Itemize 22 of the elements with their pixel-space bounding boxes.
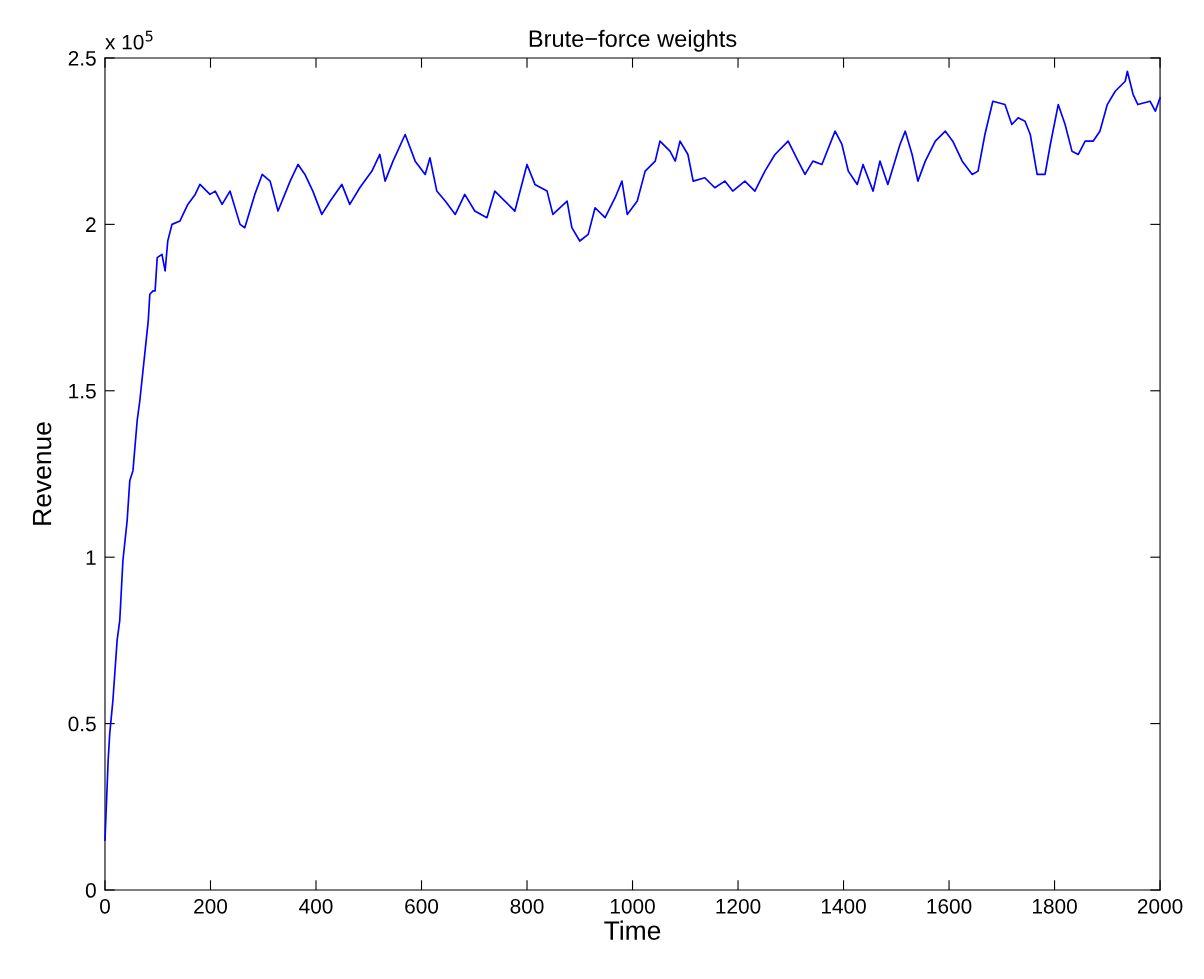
x-tick-label: 1600 [927, 898, 972, 914]
x-tick-label: 400 [299, 898, 333, 914]
x-tick-label: 1800 [1032, 898, 1077, 914]
y-tick-label: 2 [86, 217, 96, 232]
chart-title: Brute−force weights [529, 29, 737, 52]
x-axis-title: Time [604, 920, 661, 940]
x-tick-label: 1400 [821, 898, 866, 914]
y-tick-label: 1 [86, 550, 96, 565]
x-tick-label: 800 [510, 898, 544, 914]
y-tick-label: 0 [85, 883, 96, 898]
y-tick-label: 2.5 [68, 50, 96, 66]
y-axis-title: Revenue [32, 422, 52, 525]
x-tick-label: 600 [405, 898, 439, 914]
line-series [104, 70, 1161, 841]
x-tick-label: 200 [194, 898, 228, 914]
x-tick-label: 0 [100, 898, 110, 914]
x-tick-label: 2000 [1137, 898, 1183, 914]
x-tick-label: 1200 [716, 898, 761, 914]
y-tick-label: 1.5 [69, 383, 96, 399]
x-tick-label: 1000 [610, 898, 655, 914]
y-tick-label: 0.5 [68, 716, 96, 732]
text: x 10$^{5}$ [105, 30, 153, 50]
